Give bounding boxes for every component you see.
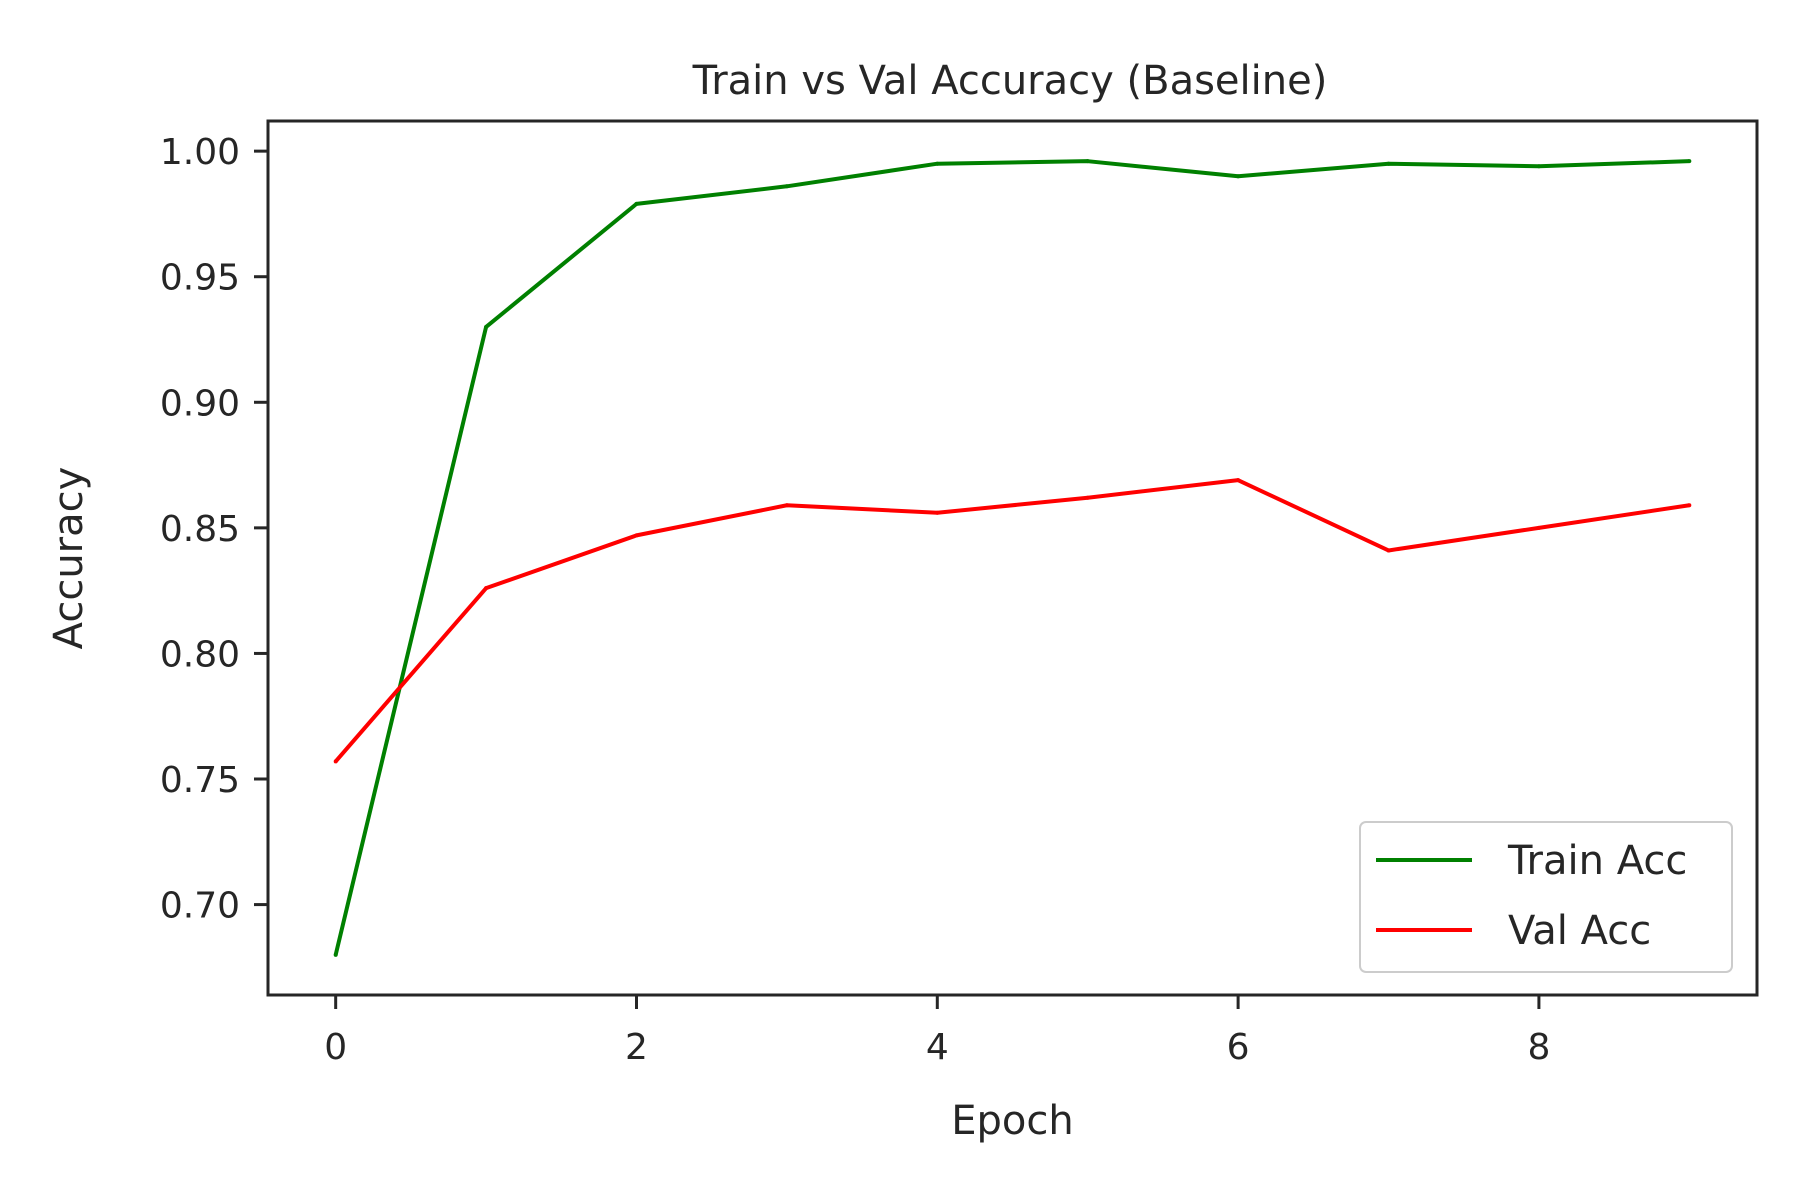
data-point (1236, 174, 1241, 179)
data-point (1386, 548, 1391, 553)
data-point (1536, 164, 1541, 169)
y-tick-label: 0.75 (160, 760, 240, 801)
y-tick-label: 0.85 (160, 509, 240, 550)
data-point (1687, 503, 1692, 508)
data-point (634, 533, 639, 538)
y-axis-label: Accuracy (46, 467, 92, 650)
legend-label: Train Acc (1507, 838, 1687, 884)
data-point (784, 503, 789, 508)
x-tick-label: 4 (926, 1027, 949, 1068)
chart-title: Train vs Val Accuracy (Baseline) (692, 58, 1328, 104)
data-point (1687, 159, 1692, 164)
data-point (484, 324, 489, 329)
data-point (1536, 525, 1541, 530)
data-point (935, 510, 940, 515)
data-point (1236, 478, 1241, 483)
series-line-train-acc (333, 159, 1690, 956)
data-point (333, 952, 338, 957)
x-tick-label: 8 (1527, 1027, 1550, 1068)
data-point (1386, 161, 1391, 166)
x-axis-ticks: 0 2 4 6 8 (324, 995, 1550, 1068)
series-lines (333, 159, 1692, 957)
plot-area: 0 2 4 6 8 0.70 0.75 0.80 0.85 0.90 0.95 1.00 (160, 119, 1759, 1068)
y-tick-label: 0.95 (160, 258, 240, 299)
axes-frame (266, 119, 1759, 997)
x-tick-label: 0 (324, 1027, 347, 1068)
data-point (1085, 495, 1090, 500)
data-point (1085, 159, 1090, 164)
legend-entries: Train Acc Val Acc (1376, 838, 1687, 954)
data-point (484, 586, 489, 591)
data-point (935, 161, 940, 166)
x-tick-label: 6 (1227, 1027, 1250, 1068)
legend: Train Acc Val Acc (1359, 821, 1733, 973)
x-tick-label: 2 (625, 1027, 648, 1068)
y-tick-label: 0.70 (160, 886, 240, 927)
y-axis-ticks: 0.70 0.75 0.80 0.85 0.90 0.95 1.00 (160, 132, 268, 927)
y-tick-label: 0.90 (160, 383, 240, 424)
data-point (634, 201, 639, 206)
data-point (784, 184, 789, 189)
y-tick-label: 0.80 (160, 634, 240, 675)
x-axis-label: Epoch (951, 1098, 1073, 1144)
legend-label: Val Acc (1508, 908, 1651, 954)
series-line-val-acc (334, 478, 1690, 763)
data-point (333, 759, 338, 764)
y-tick-label: 1.00 (160, 132, 240, 173)
